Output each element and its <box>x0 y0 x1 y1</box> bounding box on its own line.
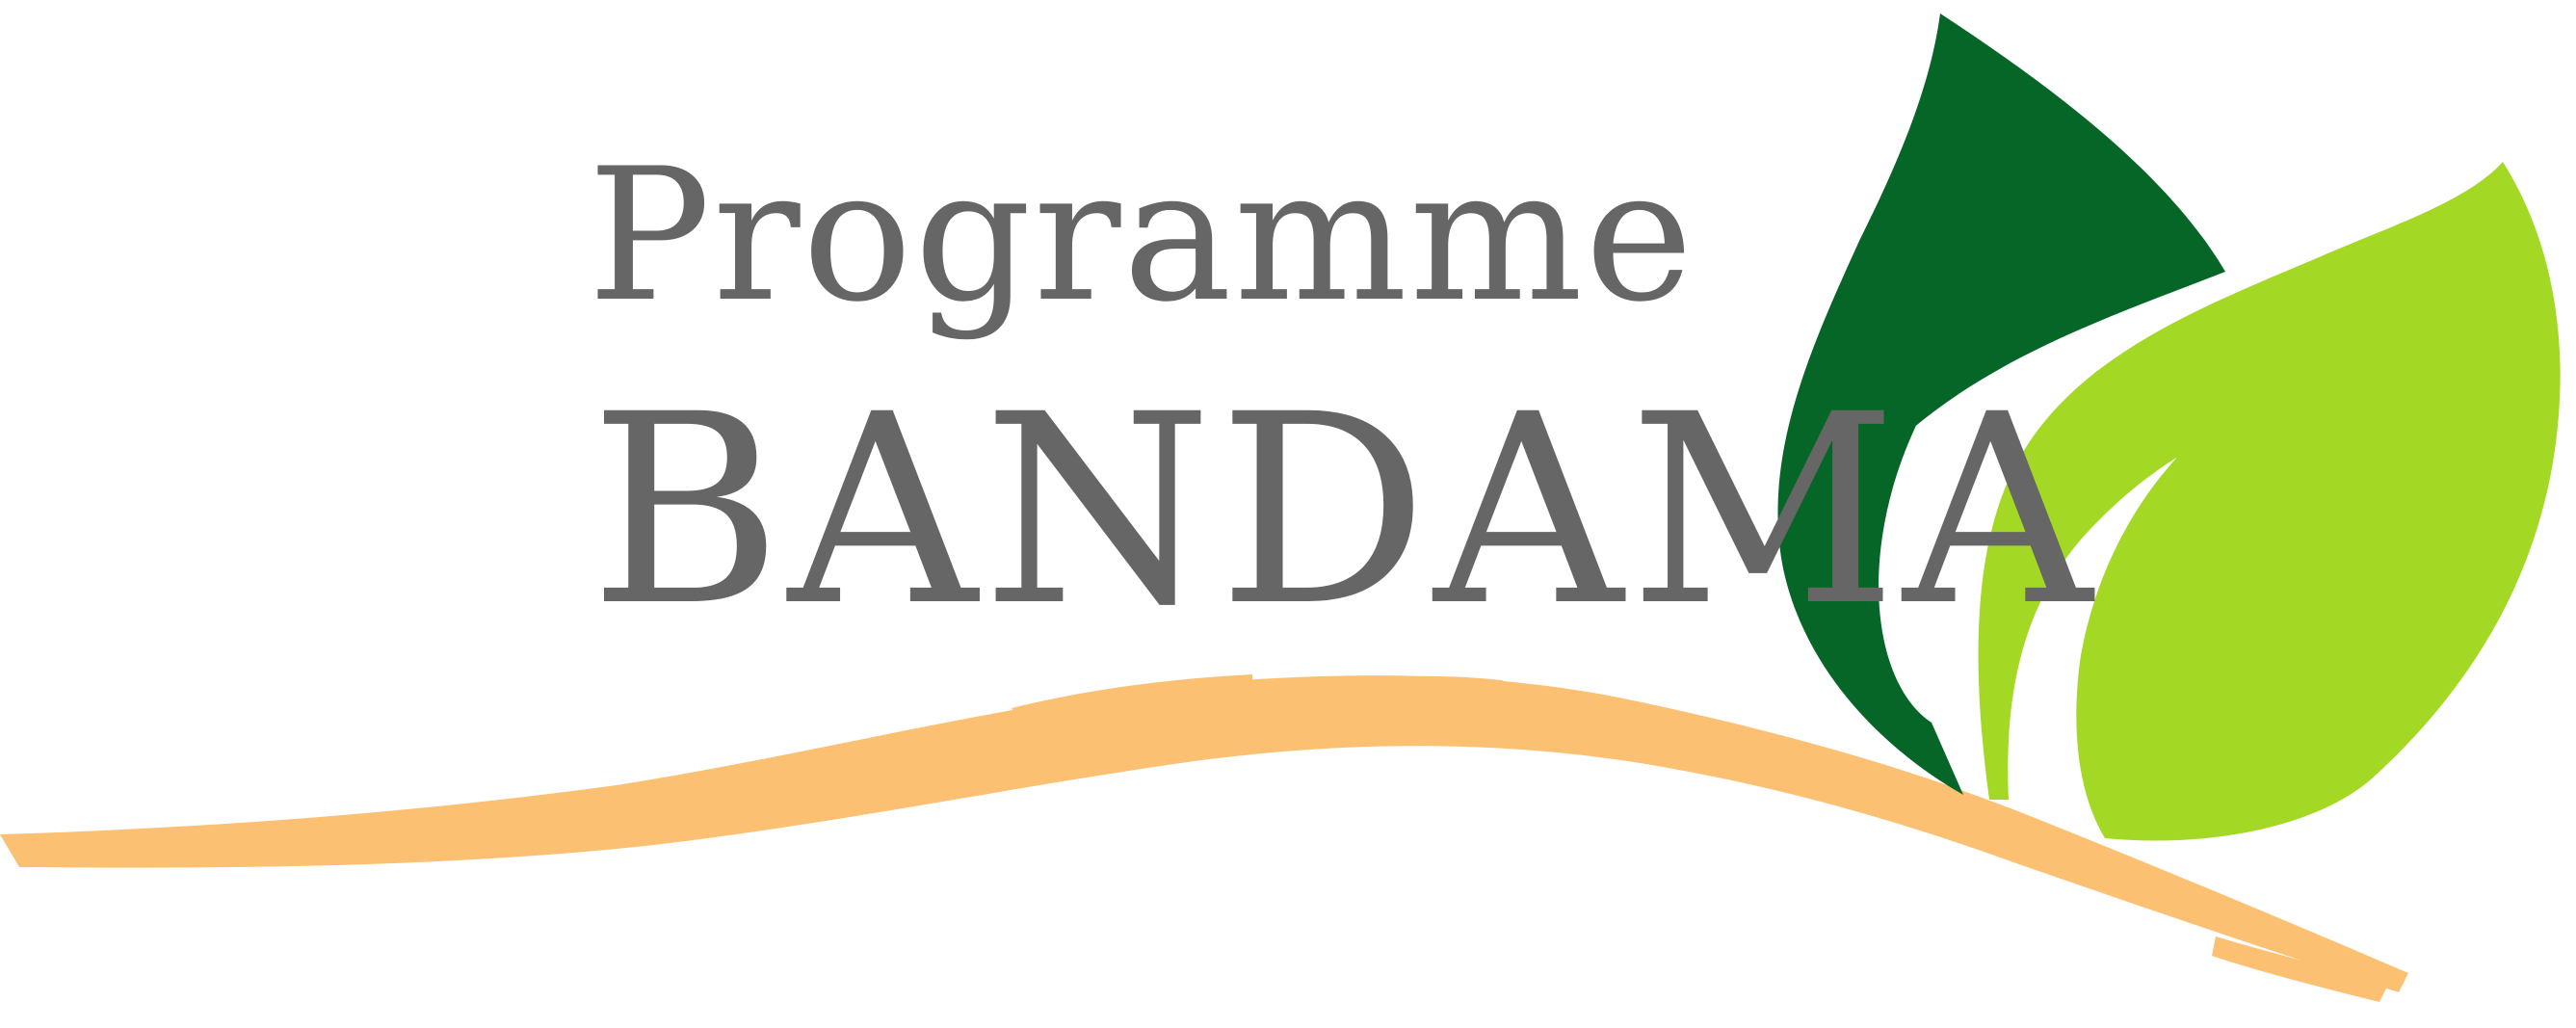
orange-brush-swoosh <box>0 674 2408 1002</box>
light-green-leaf-icon <box>1978 162 2561 841</box>
brand-line-bandama: BANDAMA <box>590 359 2098 664</box>
dark-green-leaf-icon <box>1777 13 2225 795</box>
brand-line-programme: Programme <box>588 129 1695 342</box>
